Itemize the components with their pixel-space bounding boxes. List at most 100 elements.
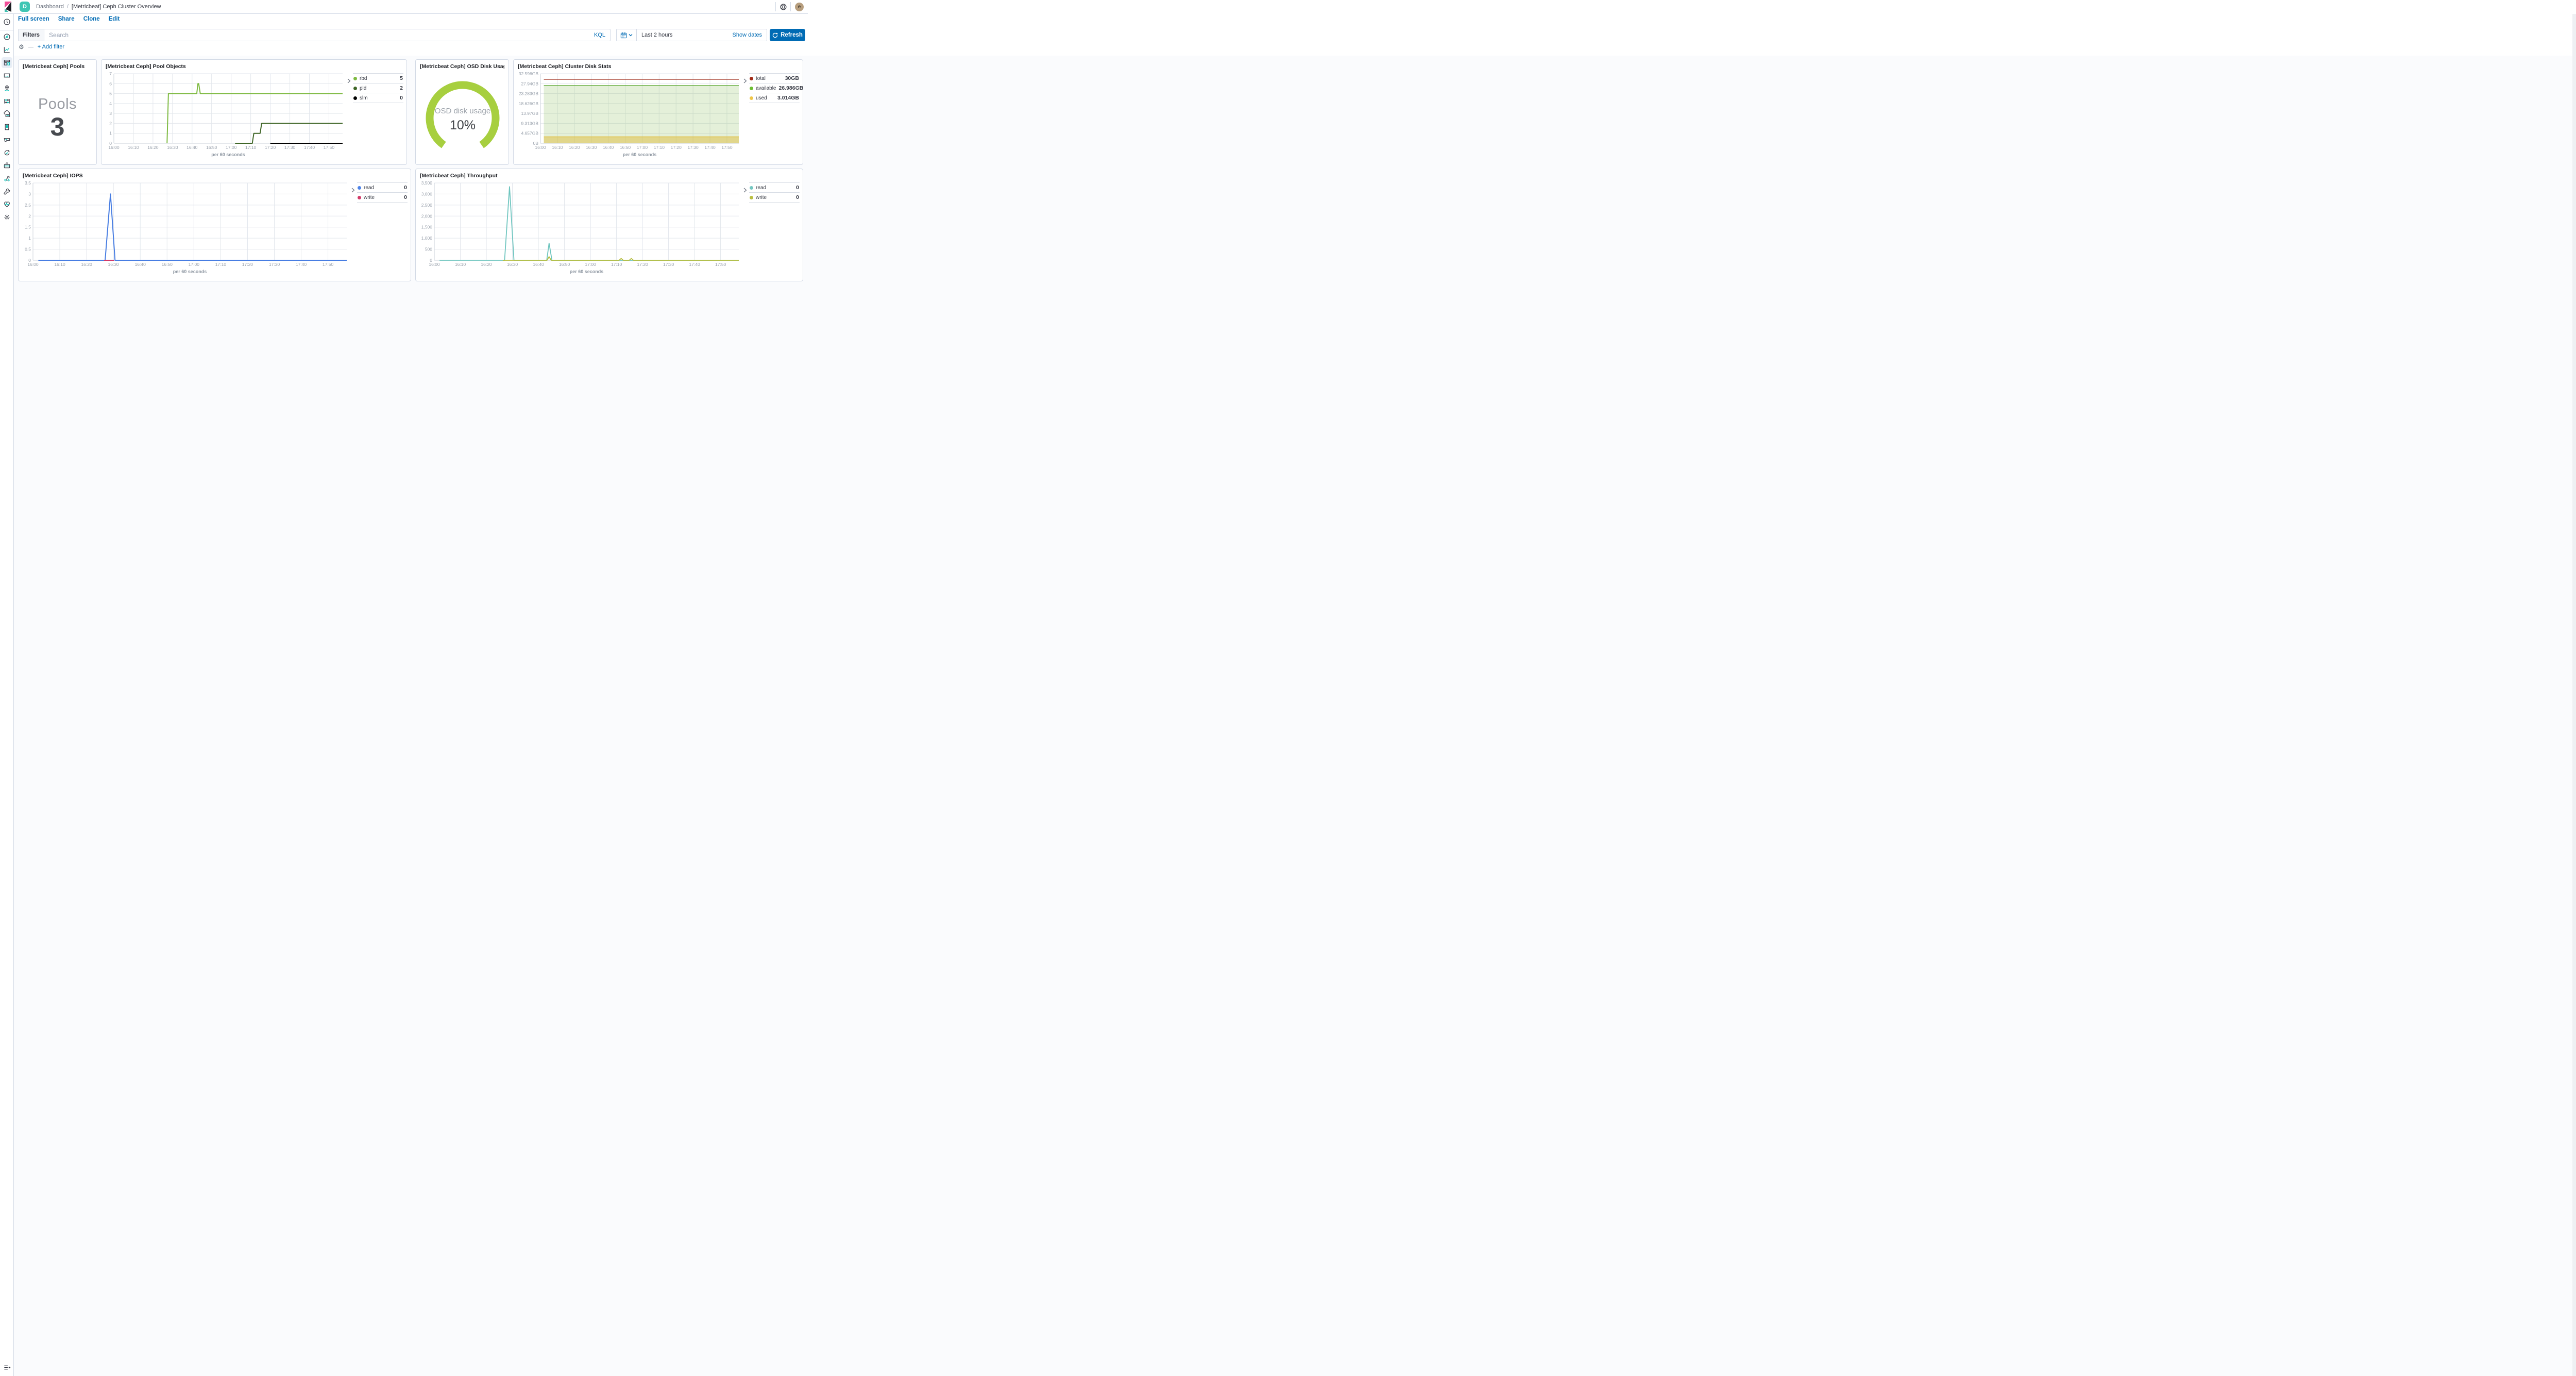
svg-text:6: 6: [109, 81, 112, 86]
sidebar-item-dashboard[interactable]: [0, 56, 14, 69]
svg-text:16:40: 16:40: [533, 262, 544, 267]
calendar-menu-button[interactable]: [617, 29, 637, 41]
sidebar-item-dev-tools[interactable]: [0, 185, 14, 198]
user-avatar[interactable]: e: [795, 2, 804, 11]
svg-text:2,500: 2,500: [421, 203, 433, 208]
panel-title[interactable]: [Metricbeat Ceph] Cluster Disk Stats: [518, 63, 612, 70]
legend-dot: [353, 76, 357, 80]
throughput-chart[interactable]: 16:00 16:10 16:20 16:30 16:40 16:50 17:00 17:10…: [419, 180, 742, 276]
panel-title[interactable]: [Metricbeat Ceph] Throughput: [420, 173, 498, 179]
cluster-disk-stats-chart[interactable]: 16:00 16:10 16:20 16:30 16:40 16:50 17:00 17:10…: [517, 71, 742, 159]
dashboard-grid: [Metricbeat Ceph] Pools Pools 3 [Metricb…: [14, 56, 2576, 1376]
legend-item-used[interactable]: used 3.014GB: [749, 93, 800, 103]
add-filter-link[interactable]: + Add filter: [37, 44, 65, 50]
legend-collapse-chevron-icon[interactable]: [743, 188, 747, 193]
svg-text:16:20: 16:20: [81, 262, 92, 267]
sidebar-item-graph[interactable]: [0, 172, 14, 185]
svg-text:13.97GB: 13.97GB: [521, 111, 538, 116]
legend-item-rbd[interactable]: rbd 5: [353, 73, 403, 83]
refresh-button[interactable]: Refresh: [770, 29, 805, 41]
sidebar-item-apm[interactable]: [0, 133, 14, 146]
search-input[interactable]: [44, 29, 589, 41]
legend-item-slm[interactable]: slm 0: [353, 93, 403, 103]
share-link[interactable]: Share: [58, 16, 75, 22]
sidebar-item-machine-learning[interactable]: [0, 95, 14, 108]
svg-text:2: 2: [109, 121, 112, 126]
filters-button[interactable]: Filters: [19, 29, 45, 41]
map-pin-icon: [5, 85, 9, 92]
scrollbar-track[interactable]: [2572, 14, 2576, 1376]
panel-title[interactable]: [Metricbeat Ceph] Pool Objects: [106, 63, 186, 70]
panel-title[interactable]: [Metricbeat Ceph] Pools: [23, 63, 85, 70]
osd-disk-usage-gauge: OSD disk usage 10%: [419, 74, 506, 154]
life-ring-icon: [780, 4, 786, 10]
sidebar-item-canvas[interactable]: [0, 69, 14, 82]
space-avatar[interactable]: D: [20, 2, 30, 12]
sidebar-item-visualize[interactable]: [0, 43, 14, 56]
chevron-down-icon: [629, 34, 633, 37]
full-screen-link[interactable]: Full screen: [18, 16, 49, 22]
sidebar-item-management[interactable]: [0, 211, 14, 224]
panel-title[interactable]: [Metricbeat Ceph] OSD Disk Usage: [420, 63, 504, 70]
legend-item-read[interactable]: read 0: [749, 182, 800, 192]
sidebar-item-uptime[interactable]: [0, 146, 14, 159]
kql-selector[interactable]: KQL: [594, 32, 605, 38]
legend-dot: [358, 186, 361, 190]
iops-chart[interactable]: 16:00 16:10 16:20 16:30 16:40 16:50 17:00 17:10…: [22, 180, 350, 276]
legend-item-available[interactable]: available 26.986GB: [749, 83, 803, 93]
svg-text:7: 7: [109, 71, 112, 76]
help-button[interactable]: [776, 0, 790, 13]
svg-text:1,000: 1,000: [421, 236, 433, 241]
sidebar-item-logs[interactable]: [0, 121, 14, 133]
svg-text:17:40: 17:40: [296, 262, 307, 267]
legend-item-total[interactable]: total 30GB: [749, 73, 800, 83]
sidebar-item-stack-monitoring[interactable]: [0, 198, 14, 211]
svg-text:17:40: 17:40: [704, 145, 716, 150]
sidebar-item-siem[interactable]: [0, 159, 14, 172]
legend-item-read[interactable]: read 0: [357, 182, 408, 192]
clock-icon: [4, 19, 10, 25]
svg-text:0: 0: [430, 258, 432, 263]
legend-collapse-chevron-icon[interactable]: [743, 78, 747, 83]
svg-text:16:00: 16:00: [429, 262, 440, 267]
chart-legend: read 0 write 0: [357, 182, 408, 203]
header-divider: [790, 2, 791, 11]
legend-value: 0: [796, 194, 799, 200]
legend-value: 2: [400, 85, 403, 91]
legend-collapse-chevron-icon[interactable]: [351, 188, 355, 193]
sidebar-collapse-button[interactable]: [0, 1361, 14, 1374]
svg-text:3,000: 3,000: [421, 191, 433, 196]
sidebar-item-recently-viewed[interactable]: [0, 14, 14, 30]
sidebar-item-metrics[interactable]: [0, 108, 14, 121]
wrench-icon: [4, 188, 10, 195]
breadcrumb-dashboard[interactable]: Dashboard: [36, 4, 64, 10]
edit-link[interactable]: Edit: [108, 16, 120, 22]
svg-text:17:20: 17:20: [242, 262, 253, 267]
time-range-value[interactable]: Last 2 hours: [641, 32, 673, 38]
svg-text:17:30: 17:30: [284, 145, 296, 150]
calendar-icon: [620, 32, 627, 38]
show-dates-link[interactable]: Show dates: [732, 32, 762, 38]
svg-text:4: 4: [109, 101, 112, 106]
legend-collapse-chevron-icon[interactable]: [347, 78, 351, 83]
legend-item-pld[interactable]: pld 2: [353, 83, 403, 93]
sidebar-item-discover[interactable]: [0, 30, 14, 43]
legend-item-write[interactable]: write 0: [357, 192, 408, 203]
legend-item-write[interactable]: write 0: [749, 192, 800, 203]
svg-text:17:10: 17:10: [215, 262, 227, 267]
svg-text:17:00: 17:00: [189, 262, 200, 267]
filter-settings-gear-icon[interactable]: ⚙: [19, 43, 24, 51]
clone-link[interactable]: Clone: [83, 16, 100, 22]
panel-title[interactable]: [Metricbeat Ceph] IOPS: [23, 173, 83, 179]
svg-text:1: 1: [109, 131, 112, 136]
svg-text:4.657GB: 4.657GB: [521, 131, 538, 136]
svg-text:16:50: 16:50: [206, 145, 217, 150]
kibana-logo-icon[interactable]: [4, 2, 12, 12]
legend-dot: [353, 96, 357, 100]
svg-text:16:20: 16:20: [147, 145, 159, 150]
svg-text:per 60 seconds: per 60 seconds: [173, 269, 207, 274]
pool-objects-chart[interactable]: 16:00 16:10 16:20 16:30 16:40 16:50 17:00 17:10…: [105, 71, 346, 159]
svg-text:16:30: 16:30: [507, 262, 518, 267]
menu-expand-icon: [4, 1365, 11, 1370]
sidebar-item-maps[interactable]: [0, 82, 14, 95]
